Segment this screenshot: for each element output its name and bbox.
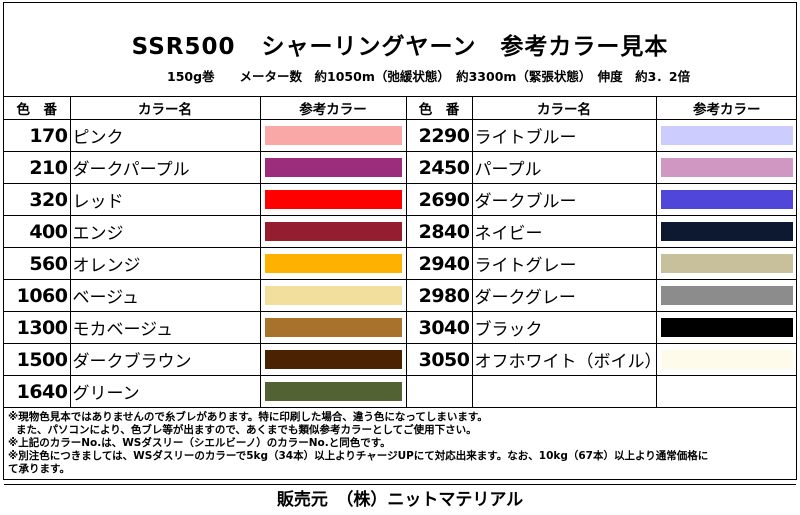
color-number: 2980 [405, 279, 473, 312]
header-left-name: カラー名 [69, 97, 261, 120]
color-swatch [264, 126, 402, 145]
empty-cell [471, 375, 657, 408]
header-right-number: 色 番 [405, 97, 473, 120]
color-name: オフホワイト（ボイル） [471, 343, 662, 376]
color-name: ベージュ [69, 279, 261, 312]
color-number: 170 [4, 119, 71, 152]
note-line: ※別注色につきましては、WSダスリーのカラーで5kg（34本）以上よりチャージU… [8, 450, 709, 462]
color-number: 1640 [4, 375, 71, 408]
table-row: 320 レッド 2690 ダークブルー [4, 183, 797, 216]
table-row: 1640 グリーン [4, 375, 797, 408]
color-number: 2840 [405, 215, 473, 248]
title-block: SSR500 シャーリングヤーン 参考カラー見本 150g巻 メーター数 約105… [4, 3, 796, 97]
color-swatch [660, 126, 793, 145]
empty-cell [655, 375, 797, 408]
color-sample-sheet: SSR500 シャーリングヤーン 参考カラー見本 150g巻 メーター数 約105… [3, 2, 797, 510]
notes-block: ※現物色見本ではありませんので糸ブレがあります。特に印刷した場合、違う色になって… [4, 408, 796, 485]
table-row: 1500 ダークブラウン 3050 オフホワイト（ボイル） [4, 343, 797, 376]
color-number: 400 [4, 215, 71, 248]
color-name: モカベージュ [69, 311, 261, 344]
seller-footer: 販売元 （株）ニットマテリアル [276, 490, 524, 510]
table-header-row: 色 番 カラー名 参考カラー 色 番 カラー名 参考カラー [4, 97, 797, 120]
color-number: 560 [4, 247, 71, 280]
color-table: 色 番 カラー名 参考カラー 色 番 カラー名 参考カラー 170 ピンク 22… [4, 97, 797, 408]
color-number: 2450 [405, 151, 473, 184]
table-row: 1060 ベージュ 2980 ダークグレー [4, 279, 797, 312]
color-name: オレンジ [69, 247, 261, 280]
note-line: ※現物色見本ではありませんので糸ブレがあります。特に印刷した場合、違う色になって… [8, 411, 488, 423]
header-left-color: 参考カラー [259, 97, 407, 120]
color-swatch [264, 350, 402, 369]
product-code: SSR500 [131, 34, 236, 60]
color-swatch [264, 318, 402, 337]
table-row: 1300 モカベージュ 3040 ブラック [4, 311, 797, 344]
note-line: て承ります。 [8, 463, 70, 475]
color-name: ダークブルー [471, 183, 657, 216]
color-number: 1300 [4, 311, 71, 344]
color-number: 1060 [4, 279, 71, 312]
color-number: 2290 [405, 119, 473, 152]
color-swatch [660, 286, 793, 305]
note-line: ※上記のカラーNo.は、WSダスリー（シエルビーノ）のカラーNo.と同色です。 [8, 437, 391, 449]
color-swatch [264, 158, 402, 177]
table-row: 170 ピンク 2290 ライトブルー [4, 119, 797, 152]
header-right-name: カラー名 [471, 97, 657, 120]
color-number: 210 [4, 151, 71, 184]
color-swatch [660, 222, 793, 241]
note-line: また、パソコンにより、色ブレ等が出ますので、あくまでも類似参考カラーとしてご使用… [16, 424, 477, 436]
color-name: エンジ [69, 215, 261, 248]
table-row: 400 エンジ 2840 ネイビー [4, 215, 797, 248]
color-swatch [264, 254, 402, 273]
color-number: 1500 [4, 343, 71, 376]
color-number: 3050 [405, 343, 473, 376]
spec-line: 150g巻 メーター数 約1050m（弛緩状態） 約3300m（緊張状態） 伸度… [167, 69, 691, 84]
color-swatch [660, 190, 793, 209]
color-name: ライトブルー [471, 119, 657, 152]
product-name: シャーリングヤーン 参考カラー見本 [261, 34, 669, 60]
color-number: 2940 [405, 247, 473, 280]
color-name: ライトグレー [471, 247, 657, 280]
empty-cell [405, 375, 473, 408]
color-name: グリーン [69, 375, 261, 408]
color-swatch [660, 318, 793, 337]
header-left-number: 色 番 [4, 97, 71, 120]
color-number: 3040 [405, 311, 473, 344]
header-right-color: 参考カラー [655, 97, 797, 120]
color-number: 320 [4, 183, 71, 216]
color-swatch [660, 158, 793, 177]
color-swatch [660, 350, 793, 369]
color-name: ネイビー [471, 215, 657, 248]
page-title: SSR500 シャーリングヤーン 参考カラー見本 [4, 3, 796, 63]
color-name: パープル [471, 151, 657, 184]
color-swatch [264, 286, 402, 305]
color-name: レッド [69, 183, 261, 216]
table-row: 210 ダークパープル 2450 パープル [4, 151, 797, 184]
color-name: ダークパープル [69, 151, 261, 184]
color-number: 2690 [405, 183, 473, 216]
color-swatch [660, 254, 793, 273]
color-swatch [264, 190, 402, 209]
color-name: ダークグレー [471, 279, 657, 312]
color-name: ダークブラウン [69, 343, 261, 376]
color-swatch [264, 382, 402, 401]
color-name: ブラック [471, 311, 657, 344]
color-swatch [264, 222, 402, 241]
table-row: 560 オレンジ 2940 ライトグレー [4, 247, 797, 280]
color-name: ピンク [69, 119, 261, 152]
